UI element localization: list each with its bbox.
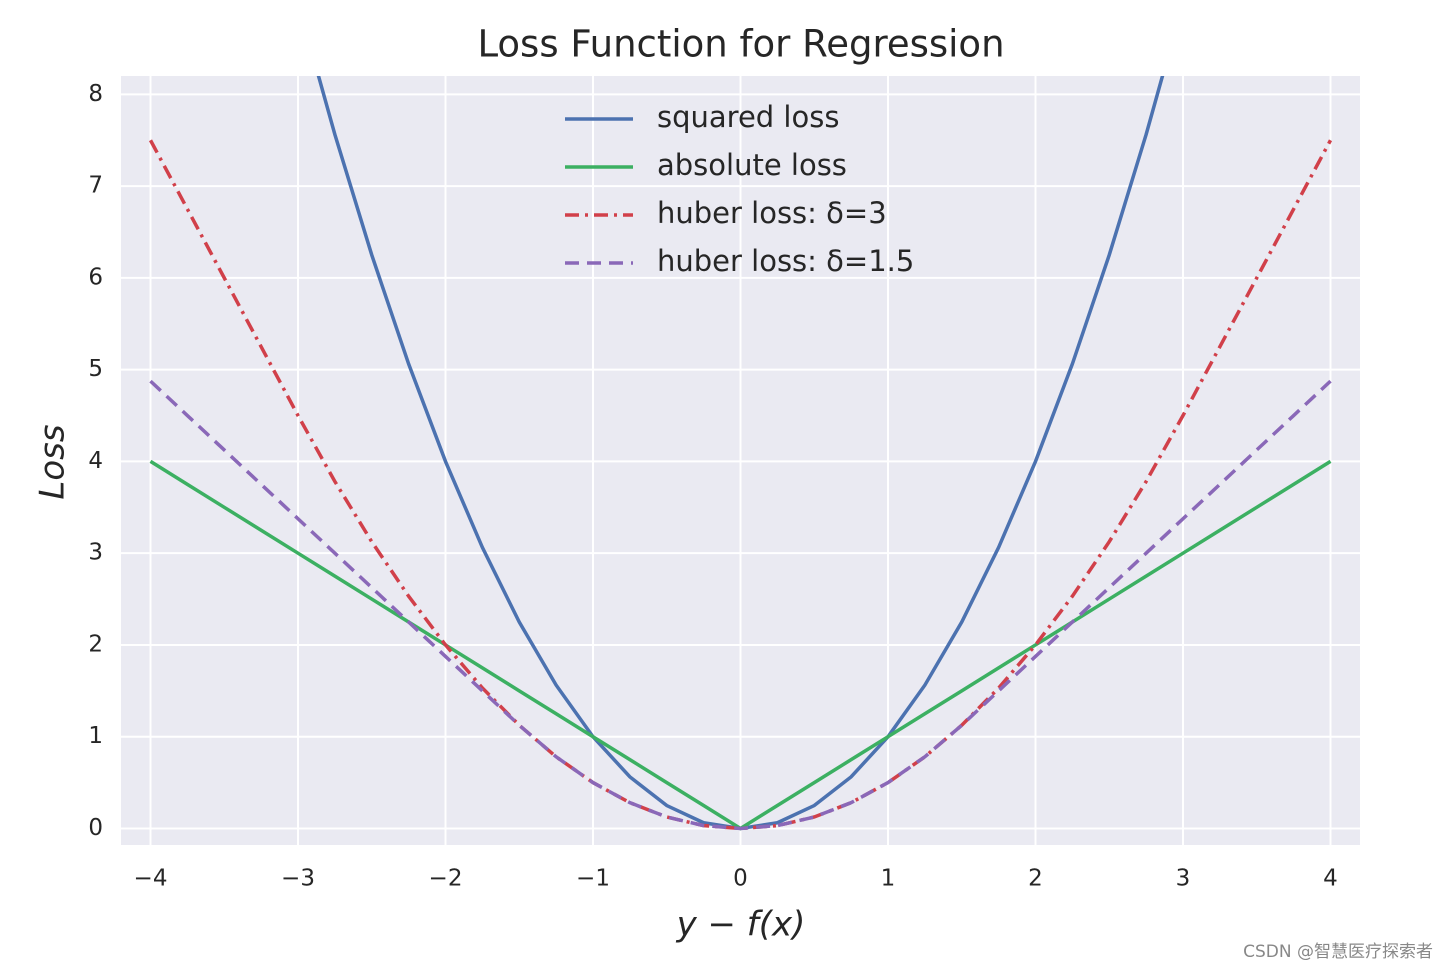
y-tick-label: 3 bbox=[88, 540, 103, 566]
line-series bbox=[148, 139, 1333, 831]
line-series bbox=[149, 379, 1332, 831]
y-tick-label: 5 bbox=[88, 356, 103, 382]
y-tick-label: 8 bbox=[88, 81, 103, 107]
legend-label: huber loss: δ=3 bbox=[657, 196, 887, 230]
y-tick-label: 4 bbox=[88, 448, 103, 474]
series-group bbox=[148, 76, 1333, 831]
y-tick-label: 6 bbox=[88, 264, 103, 290]
x-tick-label: 0 bbox=[733, 866, 748, 892]
x-tick-label: 2 bbox=[1028, 866, 1043, 892]
grid bbox=[121, 76, 1360, 845]
x-tick-label: 4 bbox=[1323, 866, 1338, 892]
x-tick-label: 1 bbox=[881, 866, 896, 892]
legend-label: absolute loss bbox=[657, 148, 847, 182]
legend-label: huber loss: δ=1.5 bbox=[657, 244, 914, 278]
x-tick-label: −2 bbox=[429, 866, 463, 892]
y-tick-label: 1 bbox=[88, 723, 103, 749]
legend-label: squared loss bbox=[657, 100, 839, 134]
x-tick-label: −3 bbox=[281, 866, 315, 892]
watermark: CSDN @智慧医疗探索者 bbox=[1243, 942, 1433, 962]
legend: squared loss absolute loss huber loss: δ=3… bbox=[565, 100, 914, 278]
x-tick-label: 3 bbox=[1176, 866, 1191, 892]
y-tick-label: 2 bbox=[88, 631, 103, 657]
y-tick-label: 0 bbox=[88, 815, 103, 841]
chart-title: Loss Function for Regression bbox=[477, 23, 1004, 66]
x-tick-label: −1 bbox=[576, 866, 610, 892]
x-axis-label: y − f(x) bbox=[676, 905, 806, 945]
x-tick-label: −4 bbox=[134, 866, 168, 892]
y-tick-label: 7 bbox=[88, 173, 103, 199]
y-axis-label: Loss bbox=[33, 424, 73, 499]
